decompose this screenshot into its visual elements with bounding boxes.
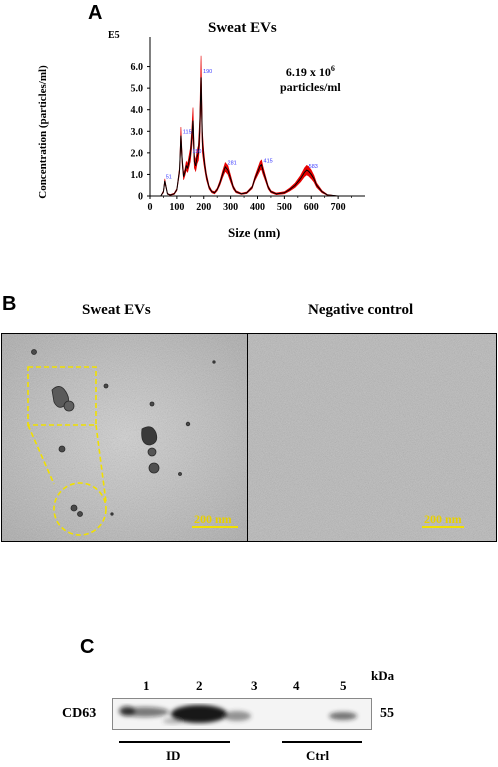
y-tick-label: 4.0 — [131, 105, 144, 116]
group-bar-ctrl — [282, 741, 362, 743]
y-tick-label: 1.0 — [131, 170, 144, 181]
x-tick-label: 500 — [277, 202, 292, 213]
concentration-annotation: 6.19 x 106 particles/ml — [280, 64, 341, 95]
panel-a-letter: A — [88, 2, 103, 24]
y-tick-label: 0 — [138, 192, 143, 203]
x-tick-label: 400 — [250, 202, 265, 213]
x-tick-label: 200 — [196, 202, 211, 213]
peak-label: 281 — [228, 161, 237, 167]
lane-5: 5 — [340, 678, 347, 693]
chart-title: Sweat EVs — [208, 20, 277, 36]
lane-2: 2 — [196, 678, 203, 693]
chart-multiplier: E5 — [108, 30, 120, 41]
mean-line — [150, 77, 365, 197]
panel-c-letter: C — [80, 636, 95, 658]
band-lane-5 — [329, 712, 357, 720]
x-tick-label: 700 — [331, 202, 346, 213]
x-axis-label: Size (nm) — [228, 225, 281, 240]
annotation-exponent: 6 — [330, 64, 335, 73]
peak-label: 115 — [183, 129, 192, 135]
marker-label: CD63 — [62, 706, 97, 721]
lane-4: 4 — [293, 678, 300, 693]
em-left-title: Sweat EVs — [82, 302, 151, 318]
scale-bar-right: 200 nm — [424, 512, 462, 526]
inset-highlight — [27, 366, 107, 536]
annotation-unit: particles/ml — [280, 80, 341, 94]
band-lane-2 — [171, 705, 227, 723]
scale-bar-left: 200 nm — [194, 512, 232, 526]
kda-value: 55 — [380, 706, 394, 721]
peak-label: 583 — [309, 164, 318, 170]
nta-chart: 0 1.0 2.0 3.0 4.0 5.0 6.0 0 100 200 300 400 500 600 70… — [131, 37, 365, 213]
em-image-negative-control: 200 nm — [247, 333, 497, 542]
x-tick-label: 0 — [148, 202, 153, 213]
panel-b-letter: B — [2, 293, 17, 315]
peak-label: 150 — [192, 149, 201, 155]
x-tick-label: 300 — [223, 202, 238, 213]
western-blot — [112, 698, 372, 730]
em-image-sweat-evs: 200 nm — [1, 333, 249, 542]
lane-1: 1 — [143, 678, 150, 693]
y-tick-label: 5.0 — [131, 84, 144, 95]
peak-label: 190 — [203, 69, 212, 75]
em-right-title: Negative control — [308, 302, 414, 318]
group-label-id: ID — [166, 748, 181, 763]
peak-label: 415 — [264, 159, 273, 165]
y-tick-label: 2.0 — [131, 148, 144, 159]
x-tick-label: 600 — [304, 202, 319, 213]
y-tick-label: 6.0 — [131, 62, 144, 73]
kda-header: kDa — [371, 668, 395, 683]
peak-label: 51 — [166, 175, 172, 181]
vesicle-particles — [31, 349, 216, 517]
y-axis-label: Concentration (particles/ml) — [37, 65, 49, 199]
y-tick-label: 3.0 — [131, 127, 144, 138]
group-label-ctrl: Ctrl — [306, 748, 330, 763]
annotation-value: 6.19 x 10 — [285, 65, 331, 79]
x-tick-label: 100 — [169, 202, 184, 213]
group-bar-id — [119, 741, 230, 743]
lane-3: 3 — [251, 678, 258, 693]
